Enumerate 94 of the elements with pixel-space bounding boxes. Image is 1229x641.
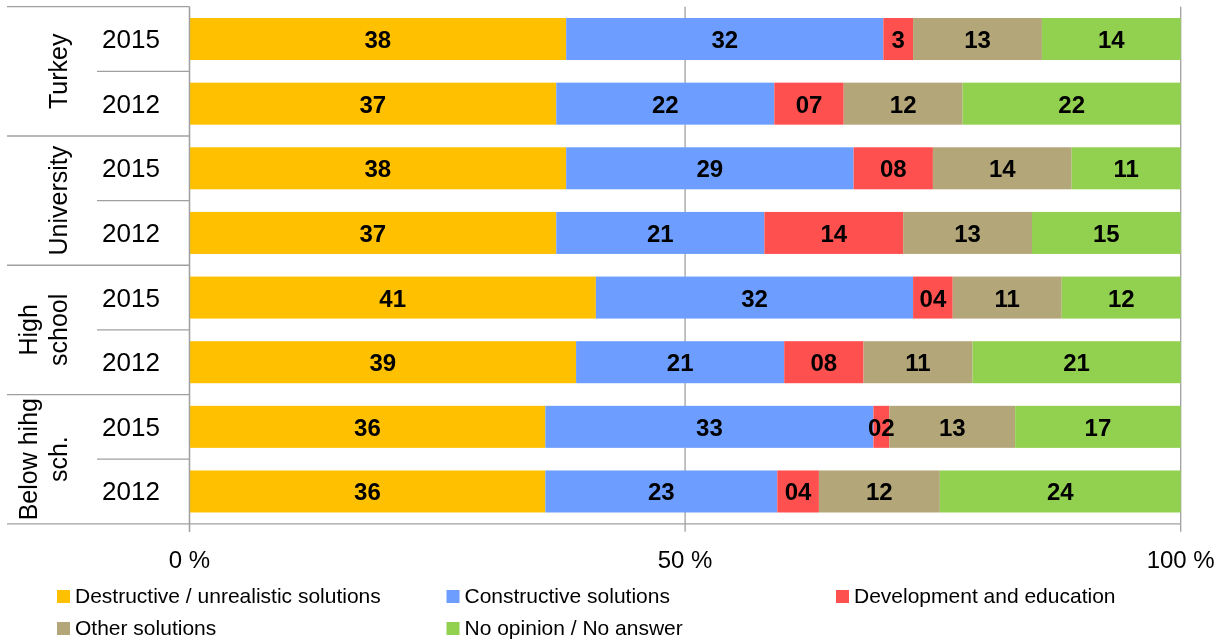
- data-label: 21: [1063, 348, 1090, 376]
- bar: [818, 470, 940, 513]
- bar: [913, 18, 1042, 61]
- bar: [1061, 276, 1181, 319]
- y-tick-label: 2012: [102, 217, 160, 248]
- legend-label: Destructive / unrealistic solutions: [75, 584, 381, 607]
- legend-label: Development and education: [854, 584, 1116, 607]
- data-label: 23: [647, 477, 675, 505]
- data-label: 12: [1107, 284, 1135, 312]
- y-tick-label: 2015: [102, 24, 160, 55]
- legend-label: Constructive solutions: [464, 584, 670, 607]
- data-label: 11: [994, 284, 1020, 312]
- bar: [189, 147, 567, 190]
- data-label: 12: [889, 90, 917, 118]
- data-label: 33: [696, 413, 723, 441]
- data-label: 14: [1097, 25, 1126, 53]
- data-label: 32: [711, 25, 739, 53]
- x-tick-label: 0 %: [168, 546, 211, 573]
- bar: [189, 18, 567, 61]
- y-tick-label: 2012: [102, 476, 160, 507]
- data-label: 11: [905, 348, 931, 376]
- data-label: 38: [364, 154, 392, 182]
- text: University: [44, 145, 72, 256]
- bar: [189, 405, 546, 448]
- data-label: 11: [1113, 154, 1139, 182]
- bar: [189, 82, 557, 125]
- bar: [595, 276, 914, 319]
- bar: [883, 18, 914, 61]
- data-label: 37: [359, 219, 387, 247]
- bar: [189, 341, 577, 384]
- data-label: 36: [354, 477, 381, 505]
- bar: [1032, 211, 1181, 254]
- bar: [939, 470, 1181, 513]
- bar: [774, 82, 844, 125]
- data-label: 37: [359, 90, 387, 118]
- bar: [843, 82, 963, 125]
- bar: [1015, 405, 1181, 448]
- y-tick-label: 2015: [102, 411, 160, 442]
- data-label: 3: [891, 25, 905, 53]
- data-label: 22: [651, 90, 679, 118]
- text: High school: [14, 293, 72, 367]
- data-label: 08: [879, 154, 907, 182]
- bar: [784, 341, 864, 384]
- data-label: 36: [354, 413, 381, 441]
- bar: [566, 147, 854, 190]
- y-tick-label: 2015: [102, 153, 160, 184]
- data-label: 13: [954, 219, 981, 247]
- x-tick-label: 100 %: [1146, 546, 1215, 573]
- text: Turkey: [44, 33, 72, 110]
- bar: [903, 211, 1033, 254]
- bar: [972, 341, 1181, 384]
- bar: [853, 147, 933, 190]
- bar: [556, 82, 775, 125]
- data-label: 32: [741, 284, 768, 312]
- data-label: 41: [379, 284, 407, 312]
- x-tick-label: 50 %: [657, 546, 713, 573]
- text: Below hihg sch.: [14, 398, 72, 521]
- data-label: 07: [795, 90, 823, 118]
- data-label: 22: [1058, 90, 1086, 118]
- y-tick-label: 2012: [102, 347, 160, 378]
- bar: [1041, 18, 1181, 61]
- data-label: 24: [1046, 477, 1075, 505]
- data-label: 13: [964, 25, 991, 53]
- bar: [189, 276, 596, 319]
- data-label: 04: [919, 284, 947, 312]
- legend-label: No opinion / No answer: [464, 616, 683, 639]
- legend-label: Other solutions: [75, 616, 217, 639]
- bar: [189, 211, 557, 254]
- data-label: 15: [1093, 219, 1120, 247]
- data-label: 14: [820, 219, 848, 247]
- bar: [189, 470, 546, 513]
- data-label: 38: [364, 25, 392, 53]
- data-label: 29: [696, 154, 724, 182]
- data-label: 21: [666, 348, 694, 376]
- data-label: 14: [988, 154, 1017, 182]
- data-label: 17: [1084, 413, 1112, 441]
- bar: [576, 341, 785, 384]
- bar: [952, 276, 1062, 319]
- bar: [932, 147, 1072, 190]
- bar: [1071, 147, 1181, 190]
- data-label: 04: [784, 477, 813, 505]
- y-tick-label: 2015: [102, 282, 160, 313]
- data-label: 08: [810, 348, 838, 376]
- bar: [962, 82, 1181, 125]
- data-label: 12: [866, 477, 893, 505]
- bar: [545, 470, 778, 513]
- bar: [863, 341, 973, 384]
- data-label: 39: [369, 348, 397, 376]
- data-label: 13: [938, 413, 966, 441]
- bar: [764, 211, 904, 254]
- y-tick-label: 2012: [102, 88, 160, 119]
- data-label: 21: [646, 219, 674, 247]
- bar: [556, 211, 765, 254]
- bar: [566, 18, 884, 61]
